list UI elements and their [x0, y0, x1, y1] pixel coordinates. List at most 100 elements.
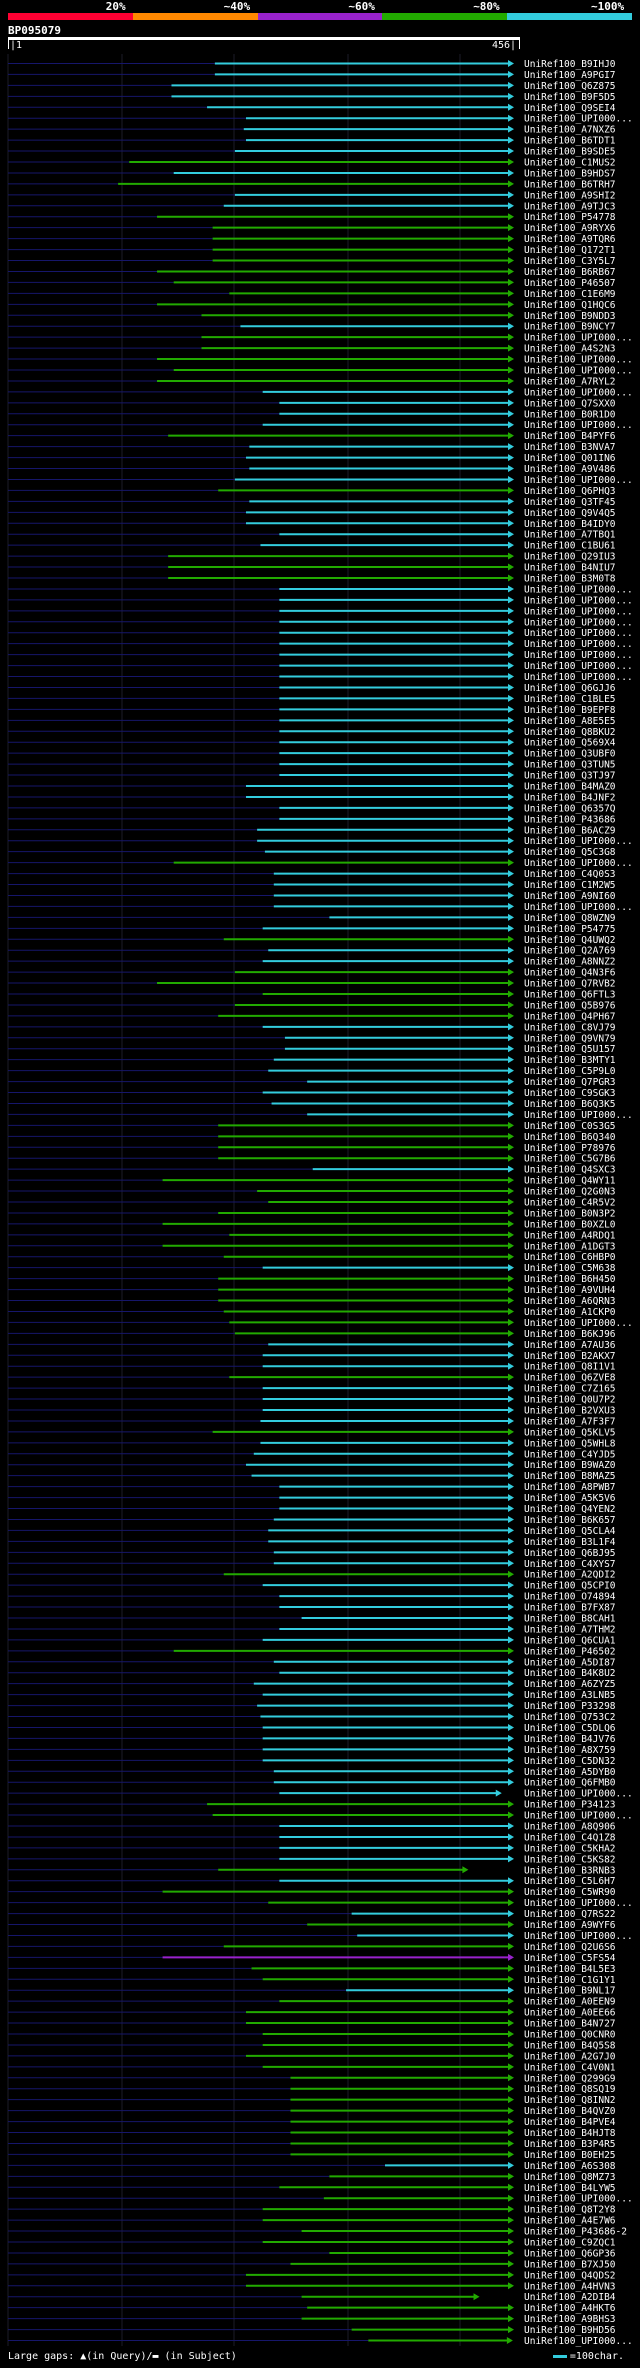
hit-id-label: UniRef100_A6S308: [524, 2161, 616, 2172]
hit-end-arrow: [508, 618, 514, 626]
hit-end-arrow: [508, 1494, 514, 1502]
hit-id-label: UniRef100_B6ACZ9: [524, 825, 616, 836]
hit-id-label: UniRef100_B6KJ96: [524, 1329, 616, 1340]
hit-id-label: UniRef100_UPI000...: [524, 858, 633, 869]
hit-end-arrow: [508, 1176, 514, 1184]
hit-id-label: UniRef100_B4K8U2: [524, 1668, 616, 1679]
hit-end-arrow: [508, 1417, 514, 1425]
hit-end-arrow: [508, 771, 514, 779]
hit-id-label: UniRef100_UPI000...: [524, 650, 633, 661]
hit-id-label: UniRef100_B4PYF6: [524, 431, 616, 442]
hit-end-arrow: [508, 410, 514, 418]
hit-end-arrow: [508, 1023, 514, 1031]
hit-end-arrow: [508, 683, 514, 691]
hit-id-label: UniRef100_C5FS54: [524, 1953, 616, 1964]
hit-end-arrow: [508, 1045, 514, 1053]
hit-end-arrow: [508, 1012, 514, 1020]
hit-id-label: UniRef100_A4HVN3: [524, 2281, 616, 2292]
hit-end-arrow: [508, 2085, 514, 2093]
hit-id-label: UniRef100_B6K657: [524, 1515, 616, 1526]
hit-id-label: UniRef100_B9HD56: [524, 2325, 616, 2336]
hit-end-arrow: [508, 1691, 514, 1699]
hit-id-label: UniRef100_B9EPF8: [524, 705, 616, 716]
hit-id-label: UniRef100_Q01IN6: [524, 453, 616, 464]
hit-end-arrow: [508, 1910, 514, 1918]
hit-id-label: UniRef100_P54775: [524, 924, 616, 935]
hit-end-arrow: [508, 1625, 514, 1633]
identity-color-legend: 20% ~40% ~60% ~80% ~100%: [8, 0, 632, 22]
hit-end-arrow: [508, 815, 514, 823]
hit-end-arrow: [508, 1592, 514, 1600]
hit-end-arrow: [508, 2030, 514, 2038]
hit-id-label: UniRef100_A7AU36: [524, 1340, 616, 1351]
hit-end-arrow: [508, 1537, 514, 1545]
hit-end-arrow: [508, 651, 514, 659]
hit-end-arrow: [508, 1450, 514, 1458]
hit-id-label: UniRef100_UPI000...: [524, 1811, 633, 1822]
hit-id-label: UniRef100_C5KS82: [524, 1854, 616, 1865]
hit-end-arrow: [508, 891, 514, 899]
hit-id-label: UniRef100_Q0U7P2: [524, 1395, 616, 1406]
hit-end-arrow: [508, 1548, 514, 1556]
hit-end-arrow: [508, 738, 514, 746]
hit-id-label: UniRef100_UPI000...: [524, 672, 633, 683]
hit-end-arrow: [508, 1888, 514, 1896]
hit-id-label: UniRef100_Q6FMB0: [524, 1778, 616, 1789]
hit-id-label: UniRef100_UPI000...: [524, 1110, 633, 1121]
hit-id-label: UniRef100_C4YJD5: [524, 1449, 616, 1460]
hit-id-label: UniRef100_Q6GJJ6: [524, 683, 616, 694]
hit-id-label: UniRef100_P46502: [524, 1646, 616, 1657]
hit-id-label: UniRef100_A9RYX6: [524, 223, 616, 234]
hit-id-label: UniRef100_B2VXU3: [524, 1406, 616, 1417]
hit-end-arrow: [508, 2041, 514, 2049]
hit-id-label: UniRef100_UPI000...: [524, 2194, 633, 2205]
hit-end-arrow: [508, 202, 514, 210]
hit-end-arrow: [508, 59, 514, 67]
hit-id-label: UniRef100_A4S2N3: [524, 344, 616, 355]
hit-end-arrow: [508, 497, 514, 505]
hit-end-arrow: [508, 1515, 514, 1523]
hit-end-arrow: [508, 1570, 514, 1578]
hit-end-arrow: [508, 1373, 514, 1381]
hit-id-label: UniRef100_Q299G9: [524, 2073, 616, 2084]
hit-end-arrow: [508, 1143, 514, 1151]
hit-id-label: UniRef100_B9WAZ0: [524, 1460, 616, 1471]
hit-id-label: UniRef100_A5DYB0: [524, 1767, 616, 1778]
hit-end-arrow: [508, 1056, 514, 1064]
hit-end-arrow: [508, 585, 514, 593]
hit-id-label: UniRef100_Q5CPI0: [524, 1581, 616, 1592]
hit-end-arrow: [508, 2205, 514, 2213]
hit-end-arrow: [508, 191, 514, 199]
scale-swatch: [552, 2354, 567, 2358]
hit-end-arrow: [508, 1723, 514, 1731]
hit-id-label: UniRef100_A0EEN9: [524, 1997, 616, 2008]
hit-id-label: UniRef100_UPI000...: [524, 617, 633, 628]
hit-end-arrow: [508, 454, 514, 462]
hit-id-label: UniRef100_B9NCY7: [524, 322, 616, 333]
hit-id-label: UniRef100_C1E6M9: [524, 289, 616, 300]
hit-end-arrow: [508, 1614, 514, 1622]
hit-end-arrow: [508, 1942, 514, 1950]
hit-id-label: UniRef100_B3P4R5: [524, 2139, 616, 2150]
hit-id-label: UniRef100_UPI000...: [524, 2336, 633, 2347]
hit-id-label: UniRef100_A4RDQ1: [524, 1230, 616, 1241]
hit-end-arrow: [508, 694, 514, 702]
hit-end-arrow: [508, 355, 514, 363]
hit-id-label: UniRef100_Q3UBF0: [524, 749, 616, 760]
hit-id-label: UniRef100_UPI000...: [524, 333, 633, 344]
hit-end-arrow: [508, 1964, 514, 1972]
hit-end-arrow: [508, 1165, 514, 1173]
hit-id-label: UniRef100_Q3TUN5: [524, 760, 616, 771]
hit-id-label: UniRef100_C5G7B6: [524, 1154, 616, 1165]
legend-label: ~60%: [348, 0, 375, 13]
legend-swatch: [8, 13, 133, 20]
hit-end-arrow: [508, 607, 514, 615]
hit-id-label: UniRef100_Q6PHQ3: [524, 486, 616, 497]
legend-label: ~40%: [223, 0, 251, 13]
hit-end-arrow: [508, 1921, 514, 1929]
hit-end-arrow: [508, 508, 514, 516]
hit-id-label: UniRef100_A4HKT6: [524, 2303, 616, 2314]
hit-id-label: UniRef100_B3RNB3: [524, 1865, 616, 1876]
hit-end-arrow: [508, 1461, 514, 1469]
hit-id-label: UniRef100_Q2U6S6: [524, 1942, 616, 1953]
